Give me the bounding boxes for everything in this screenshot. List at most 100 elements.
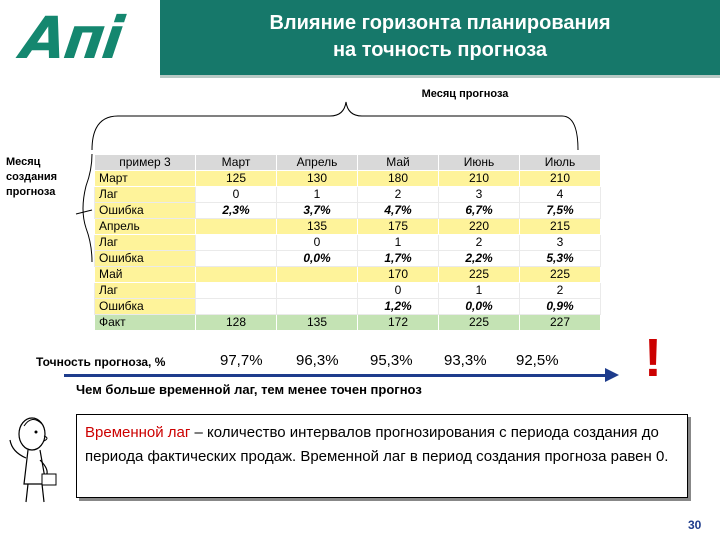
table-cell: 170 <box>357 266 439 283</box>
table-cell: 0 <box>276 234 358 251</box>
table-cell <box>195 266 277 283</box>
page-title: Влияние горизонта планирования на точнос… <box>269 12 611 61</box>
table-header: Март <box>195 154 277 171</box>
left-brace <box>82 153 93 263</box>
table-cell: 5,3% <box>519 250 601 267</box>
title-banner-shadow <box>160 75 720 78</box>
table-cell: 3,7% <box>276 202 358 219</box>
table-cell: 2 <box>519 282 601 299</box>
row-label: Май <box>94 266 196 283</box>
table-cell: 2 <box>438 234 520 251</box>
table-cell <box>195 250 277 267</box>
table-cell: 0 <box>195 186 277 203</box>
table-cell: 2,2% <box>438 250 520 267</box>
definition-box: Временной лаг – количество интервалов пр… <box>76 414 688 498</box>
table-cell: 210 <box>438 170 520 187</box>
table-cell <box>276 298 358 315</box>
table-header: Июль <box>519 154 601 171</box>
table-cell: 2,3% <box>195 202 277 219</box>
accuracy-value: 97,7% <box>220 352 263 369</box>
table-row: Лаг 0 1 2 <box>94 282 601 299</box>
accuracy-value: 93,3% <box>444 352 487 369</box>
table-cell: 225 <box>519 266 601 283</box>
table-cell: 130 <box>276 170 358 187</box>
definition-term: Временной лаг <box>85 424 191 441</box>
table-cell: 135 <box>276 314 358 331</box>
table-cell <box>276 266 358 283</box>
table-row: Май 170 225 225 <box>94 266 601 283</box>
table-cell: 125 <box>195 170 277 187</box>
table-cell: 172 <box>357 314 439 331</box>
table-row: Ошибка 0,0% 1,7% 2,2% 5,3% <box>94 250 601 267</box>
table-cell: 227 <box>519 314 601 331</box>
accuracy-value: 96,3% <box>296 352 339 369</box>
row-label: Ошибка <box>94 250 196 267</box>
table-header: Май <box>357 154 439 171</box>
table-header: пример 3 <box>94 154 196 171</box>
table-cell: 7,5% <box>519 202 601 219</box>
table-cell: 2 <box>357 186 439 203</box>
table-cell: 175 <box>357 218 439 235</box>
exclamation-mark: ! <box>644 328 662 388</box>
row-label: Ошибка <box>94 298 196 315</box>
table-cell <box>195 282 277 299</box>
accuracy-value: 92,5% <box>516 352 559 369</box>
table-cell: 3 <box>438 186 520 203</box>
table-cell <box>195 218 277 235</box>
table-cell: 4,7% <box>357 202 439 219</box>
forecast-month-label: Месяц прогноза <box>421 88 509 100</box>
thinking-person-icon <box>9 417 57 503</box>
table-cell: 4 <box>519 186 601 203</box>
row-label: Лаг <box>94 186 196 203</box>
table-row: Лаг 0 1 2 3 <box>94 234 601 251</box>
creation-month-label: Месяц создания прогноза <box>6 156 58 198</box>
table-row: Апрель 135 175 220 215 <box>94 218 601 235</box>
page-number: 30 <box>688 518 702 532</box>
table-row: Ошибка 1,2% 0,0% 0,9% <box>94 298 601 315</box>
table-header-row: пример 3 Март Апрель Май Июнь Июль <box>94 154 601 171</box>
arrow-head-icon <box>605 368 619 382</box>
table-cell: 215 <box>519 218 601 235</box>
table-cell <box>276 282 358 299</box>
logo: Апі <box>0 0 158 75</box>
table-cell <box>195 234 277 251</box>
table-cell: 1 <box>357 234 439 251</box>
table-row: Ошибка 2,3% 3,7% 4,7% 6,7% 7,5% <box>94 202 601 219</box>
table-cell: 0 <box>357 282 439 299</box>
table-cell: 1,7% <box>357 250 439 267</box>
row-label: Лаг <box>94 282 196 299</box>
row-label: Факт <box>94 314 196 331</box>
table-cell: 210 <box>519 170 601 187</box>
table-cell: 6,7% <box>438 202 520 219</box>
table-cell: 1 <box>276 186 358 203</box>
timeline-arrow <box>64 374 609 377</box>
row-label: Март <box>94 170 196 187</box>
table-cell: 180 <box>357 170 439 187</box>
definition-text: – количество интервалов прогнозирования … <box>85 424 669 465</box>
lag-conclusion: Чем больше временной лаг, тем менее точе… <box>76 382 422 397</box>
table-header: Июнь <box>438 154 520 171</box>
row-label: Апрель <box>94 218 196 235</box>
table-cell: 3 <box>519 234 601 251</box>
table-cell <box>195 298 277 315</box>
row-label: Лаг <box>94 234 196 251</box>
accuracy-label: Точность прогноза, % <box>36 355 166 369</box>
forecast-table: пример 3 Март Апрель Май Июнь Июль Март 1… <box>94 154 601 331</box>
table-cell: 0,0% <box>276 250 358 267</box>
table-cell: 225 <box>438 266 520 283</box>
row-label: Ошибка <box>94 202 196 219</box>
table-cell: 0,0% <box>438 298 520 315</box>
table-row: Факт 128 135 172 225 227 <box>94 314 601 331</box>
accuracy-value: 95,3% <box>370 352 413 369</box>
table-cell: 0,9% <box>519 298 601 315</box>
top-brace <box>91 101 579 151</box>
table-cell: 135 <box>276 218 358 235</box>
table-cell: 1,2% <box>357 298 439 315</box>
title-banner: Влияние горизонта планирования на точнос… <box>160 0 720 75</box>
table-row: Март 125 130 180 210 210 <box>94 170 601 187</box>
table-cell: 1 <box>438 282 520 299</box>
left-brace-tip <box>75 209 93 215</box>
table-cell: 128 <box>195 314 277 331</box>
table-cell: 220 <box>438 218 520 235</box>
